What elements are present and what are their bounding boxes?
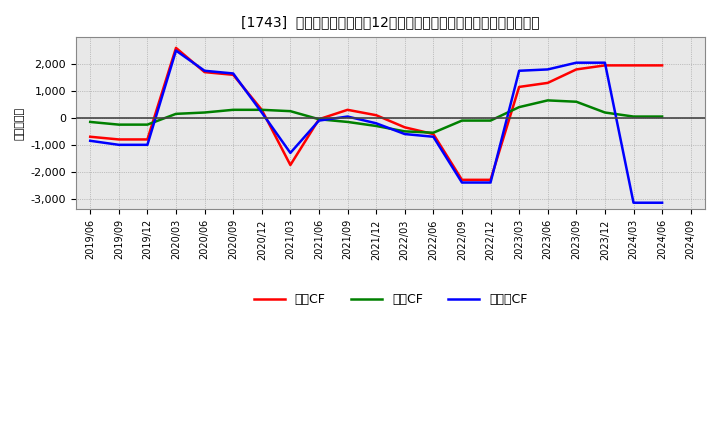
営業CF xyxy=(171,45,180,51)
投資CF xyxy=(629,114,638,119)
営業CF xyxy=(258,107,266,113)
投資CF xyxy=(372,123,380,128)
フリーCF xyxy=(229,71,238,76)
営業CF xyxy=(143,137,152,142)
投資CF xyxy=(171,111,180,117)
Line: 投資CF: 投資CF xyxy=(90,100,662,133)
営業CF xyxy=(658,63,667,68)
営業CF xyxy=(515,84,523,90)
フリーCF xyxy=(658,200,667,205)
投資CF xyxy=(600,110,609,115)
投資CF xyxy=(544,98,552,103)
営業CF xyxy=(544,80,552,85)
投資CF xyxy=(400,129,409,134)
営業CF xyxy=(114,137,123,142)
営業CF xyxy=(458,177,467,183)
フリーCF xyxy=(486,180,495,185)
フリーCF xyxy=(315,118,323,123)
営業CF xyxy=(200,70,209,75)
投資CF xyxy=(143,122,152,127)
投資CF xyxy=(515,104,523,110)
営業CF xyxy=(86,134,94,139)
Line: フリーCF: フリーCF xyxy=(90,51,662,203)
フリーCF xyxy=(114,142,123,147)
フリーCF xyxy=(400,132,409,137)
営業CF xyxy=(343,107,352,113)
フリーCF xyxy=(286,150,294,156)
フリーCF xyxy=(200,68,209,73)
投資CF xyxy=(258,107,266,113)
営業CF xyxy=(629,63,638,68)
投資CF xyxy=(114,122,123,127)
投資CF xyxy=(315,117,323,122)
投資CF xyxy=(200,110,209,115)
フリーCF xyxy=(171,48,180,53)
営業CF xyxy=(315,117,323,122)
投資CF xyxy=(286,109,294,114)
Legend: 営業CF, 投資CF, フリーCF: 営業CF, 投資CF, フリーCF xyxy=(248,288,532,311)
フリーCF xyxy=(458,180,467,185)
Title: [1743]  キャッシュフローの12か月移動合計の対前年同期増減額の推移: [1743] キャッシュフローの12か月移動合計の対前年同期増減額の推移 xyxy=(241,15,540,29)
フリーCF xyxy=(343,114,352,119)
フリーCF xyxy=(572,60,580,65)
営業CF xyxy=(429,132,438,137)
投資CF xyxy=(458,118,467,123)
フリーCF xyxy=(258,110,266,115)
投資CF xyxy=(343,119,352,125)
営業CF xyxy=(486,177,495,183)
フリーCF xyxy=(600,60,609,65)
フリーCF xyxy=(429,134,438,139)
投資CF xyxy=(86,119,94,125)
フリーCF xyxy=(372,121,380,126)
営業CF xyxy=(572,67,580,72)
フリーCF xyxy=(143,142,152,147)
フリーCF xyxy=(544,67,552,72)
営業CF xyxy=(600,63,609,68)
営業CF xyxy=(400,125,409,130)
Line: 営業CF: 営業CF xyxy=(90,48,662,180)
フリーCF xyxy=(515,68,523,73)
投資CF xyxy=(229,107,238,113)
投資CF xyxy=(572,99,580,104)
営業CF xyxy=(372,113,380,118)
フリーCF xyxy=(629,200,638,205)
営業CF xyxy=(286,162,294,168)
投資CF xyxy=(658,114,667,119)
Y-axis label: （百万円）: （百万円） xyxy=(15,107,25,140)
フリーCF xyxy=(86,138,94,143)
投資CF xyxy=(486,118,495,123)
投資CF xyxy=(429,130,438,136)
営業CF xyxy=(229,72,238,77)
